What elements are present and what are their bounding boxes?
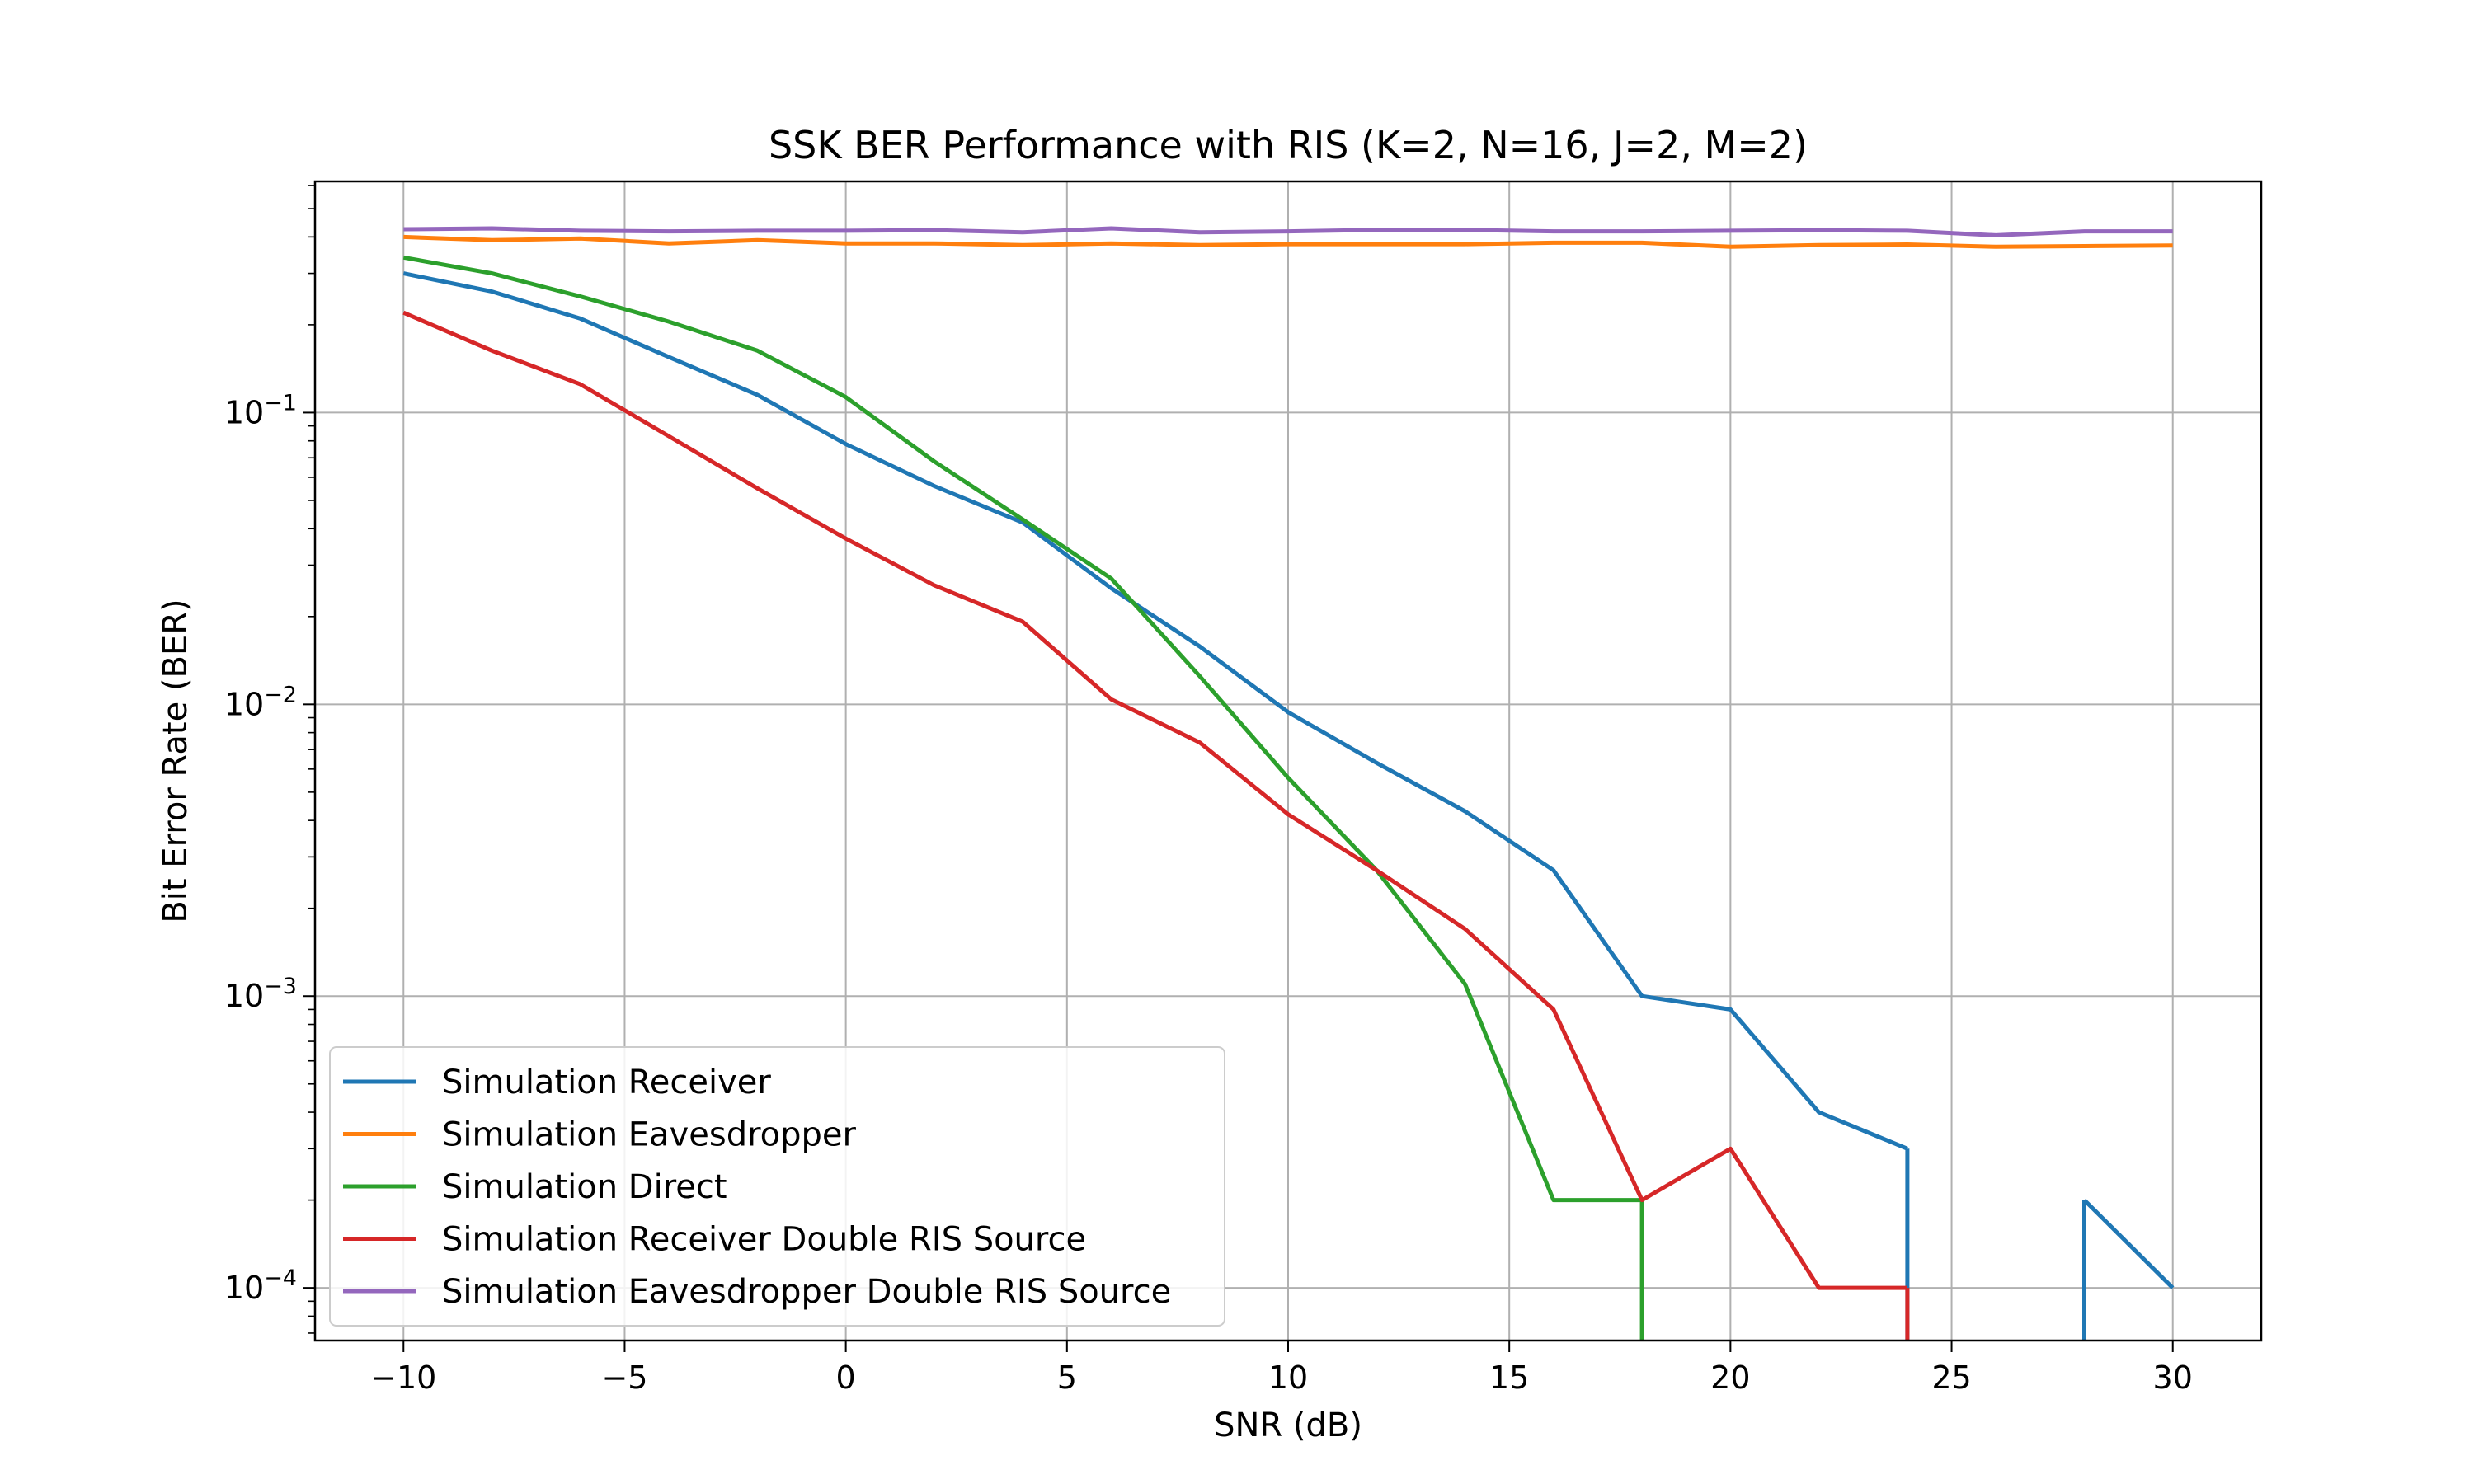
y-tick-exponent: −2 bbox=[264, 682, 297, 707]
series-lines bbox=[402, 226, 2175, 1341]
series-line-5 bbox=[403, 226, 2173, 237]
x-tick-label: 15 bbox=[1489, 1360, 1529, 1396]
x-tick-label: 5 bbox=[1057, 1360, 1077, 1396]
legend-box bbox=[329, 1046, 1225, 1327]
x-tick-label: 25 bbox=[1931, 1360, 1971, 1396]
x-tick-label: −10 bbox=[370, 1360, 436, 1396]
y-tick-base: 10 bbox=[224, 686, 264, 722]
legend-label-5: Simulation Eavesdropper Double RIS Sourc… bbox=[442, 1273, 1171, 1311]
series-line-1 bbox=[402, 271, 2175, 1341]
series-line-4 bbox=[402, 310, 1910, 1341]
x-tick-label: −5 bbox=[601, 1360, 647, 1396]
legend: Simulation Receiver Simulation Eavesdropp… bbox=[329, 1046, 1225, 1327]
legend-label-1: Simulation Receiver bbox=[442, 1064, 771, 1101]
x-tick-label: 0 bbox=[836, 1360, 856, 1396]
legend-label-2: Simulation Eavesdropper bbox=[442, 1116, 857, 1154]
legend-label-4: Simulation Receiver Double RIS Source bbox=[442, 1221, 1086, 1259]
x-tick-label: 20 bbox=[1710, 1360, 1750, 1396]
y-tick-label: 10−4 bbox=[224, 1266, 297, 1306]
y-tick-exponent: −1 bbox=[264, 390, 297, 416]
y-axis-label: Bit Error Rate (BER) bbox=[157, 599, 195, 923]
x-tick-label: 30 bbox=[2153, 1360, 2193, 1396]
legend-label-3: Simulation Direct bbox=[442, 1168, 727, 1206]
y-tick-exponent: −3 bbox=[264, 974, 297, 999]
series-line-2 bbox=[403, 234, 2173, 249]
grid bbox=[315, 181, 2261, 1341]
chart-title: SSK BER Performance with RIS (K=2, N=16,… bbox=[769, 123, 1808, 167]
x-tick-label: 10 bbox=[1268, 1360, 1308, 1396]
y-tick-exponent: −4 bbox=[264, 1266, 297, 1291]
y-tick-base: 10 bbox=[224, 1270, 264, 1306]
y-tick-label: 10−1 bbox=[224, 390, 297, 430]
y-tick-base: 10 bbox=[224, 978, 264, 1014]
y-tick-label: 10−2 bbox=[224, 682, 297, 722]
y-tick-label: 10−3 bbox=[224, 974, 297, 1014]
x-axis-label: SNR (dB) bbox=[1214, 1407, 1362, 1444]
y-tick-base: 10 bbox=[224, 394, 264, 430]
series-line-3 bbox=[402, 255, 1644, 1341]
